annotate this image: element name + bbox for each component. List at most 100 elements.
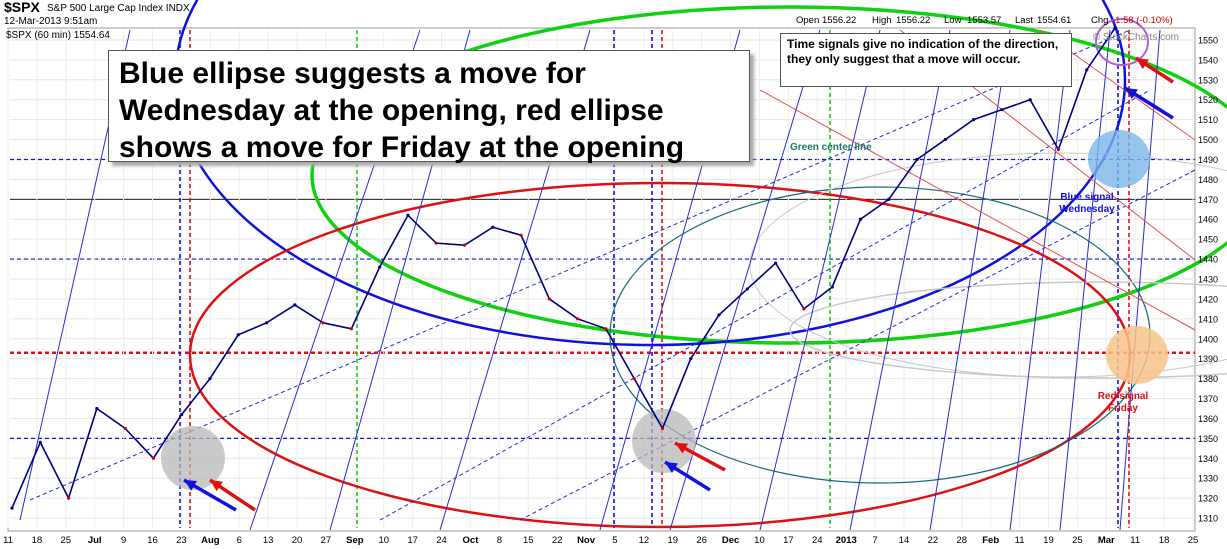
y-tick-label: 1460 — [1198, 215, 1218, 225]
price-point — [349, 327, 353, 331]
x-tick-label: 11 — [3, 535, 13, 546]
price-point — [660, 426, 665, 430]
x-tick-label: 25 — [61, 535, 72, 546]
x-tick-label: 24 — [812, 535, 823, 546]
y-tick-label: 1410 — [1198, 314, 1218, 324]
y-tick-label: 1480 — [1198, 175, 1218, 185]
x-tick-label: 19 — [1043, 535, 1054, 546]
watermark: © StockCharts.com — [1092, 32, 1179, 43]
x-tick-label: 11 — [1015, 535, 1025, 546]
x-tick-label: Sep — [346, 535, 364, 546]
y-tick-label: 1330 — [1198, 474, 1218, 484]
y-tick-label: 1450 — [1198, 235, 1218, 245]
callout-box: Blue ellipse suggests a move for Wednesd… — [108, 50, 750, 164]
blue-arrow-jul-head — [184, 480, 197, 491]
y-tick-label: 1420 — [1198, 294, 1218, 304]
x-tick-label: 12 — [639, 535, 650, 546]
high-value: 1556.22 — [896, 15, 931, 26]
y-tick-label: 1370 — [1198, 394, 1218, 404]
price-point — [208, 377, 212, 381]
ticker-symbol: $SPX — [4, 0, 40, 15]
signal-arrows — [183, 56, 1174, 512]
price-point — [123, 426, 127, 430]
grey-circle-jul — [161, 426, 225, 490]
y-tick-label: 1510 — [1198, 115, 1218, 125]
x-tick-label: 5 — [612, 535, 617, 546]
green-center-label: Green center line — [790, 142, 872, 153]
orange-signal-circle — [1106, 326, 1168, 384]
green-ellipse — [310, 5, 1227, 345]
x-tick-label: 7 — [872, 535, 877, 546]
x-tick-label: 17 — [783, 535, 794, 546]
index-name: S&P 500 Large Cap Index INDX — [47, 3, 190, 14]
y-tick-label: 1540 — [1198, 55, 1218, 65]
x-tick-label: 17 — [407, 535, 418, 546]
y-tick-label: 1530 — [1198, 75, 1218, 85]
y-tick-label: 1400 — [1198, 334, 1218, 344]
x-tick-label: 14 — [899, 535, 910, 546]
note-box: Time signals give no indication of the d… — [780, 33, 1072, 87]
series-legend: $SPX (60 min) 1554.64 — [6, 30, 110, 41]
x-tick-label: 25 — [1188, 535, 1199, 546]
x-tick-label: Aug — [201, 535, 220, 546]
blue-trend-line — [849, 29, 951, 531]
y-axis: 1310 1320 1330 1340 1350 1360 1370 1380 1390 1400… — [1198, 35, 1218, 523]
x-tick-label: 27 — [321, 535, 332, 546]
open-value: 1556.22 — [822, 15, 857, 26]
x-tick-label: Dec — [722, 535, 739, 546]
x-tick-label: 18 — [1159, 535, 1170, 546]
red-trend-line — [759, 89, 1196, 331]
x-tick-label: 20 — [292, 535, 303, 546]
price-point — [519, 233, 523, 237]
price-point — [1056, 147, 1061, 152]
price-point — [915, 157, 919, 162]
price-point — [717, 313, 721, 317]
x-tick-label: 10 — [754, 535, 765, 546]
price-point — [774, 261, 778, 265]
y-tick-label: 1430 — [1198, 275, 1218, 285]
x-tick-label: Nov — [577, 535, 596, 546]
light-ellipse-2 — [789, 281, 1227, 379]
price-line — [11, 27, 1116, 509]
price-point — [802, 307, 806, 311]
x-tick-label: 22 — [552, 535, 563, 546]
blue-trend-line — [759, 29, 881, 531]
price-point — [887, 197, 891, 201]
x-tick-label: 24 — [436, 535, 447, 546]
x-tick-label: 9 — [121, 535, 126, 546]
blue-arrow-nov-head — [665, 462, 678, 473]
price-point — [378, 265, 382, 269]
chg-label: Chg — [1091, 15, 1109, 26]
price-point — [745, 287, 749, 291]
y-tick-label: 1350 — [1198, 434, 1218, 444]
price-point — [151, 456, 156, 460]
x-tick-label: Mar — [1098, 535, 1115, 546]
blue-trend-line — [1009, 29, 1071, 531]
x-tick-label: 10 — [378, 535, 389, 546]
x-tick-label: 22 — [928, 535, 939, 546]
y-tick-label: 1440 — [1198, 255, 1218, 265]
blue-signal-label: Blue signal Wednesday — [1059, 192, 1115, 215]
y-tick-label: 1470 — [1198, 195, 1218, 205]
y-tick-label: 1320 — [1198, 494, 1218, 504]
index-name-text: S&P 500 Large Cap Index — [47, 3, 164, 14]
open-label: Open — [796, 15, 820, 26]
chg-value: -1.58 (-0.10%) — [1112, 15, 1173, 26]
price-point — [632, 377, 636, 381]
x-tick-label: Feb — [982, 535, 999, 546]
red-arrow-mar-head — [1136, 58, 1149, 70]
price-point — [95, 406, 99, 411]
x-tick-label: Jul — [88, 535, 102, 546]
chart-datetime: 12-Mar-2013 9:51am — [4, 16, 98, 27]
x-tick-label: 16 — [147, 535, 158, 546]
vertical-grid — [7, 30, 1194, 528]
channel-line — [519, 169, 1196, 521]
price-point — [10, 506, 14, 510]
price-point — [858, 217, 863, 221]
x-tick-label: 11 — [1130, 535, 1140, 546]
x-tick-label: 8 — [497, 535, 502, 546]
x-tick-label: 19 — [667, 535, 678, 546]
blue-arrow-mar-head — [1125, 88, 1138, 99]
blue-signal-circle — [1088, 130, 1150, 188]
blue-trend-line — [929, 29, 1011, 531]
